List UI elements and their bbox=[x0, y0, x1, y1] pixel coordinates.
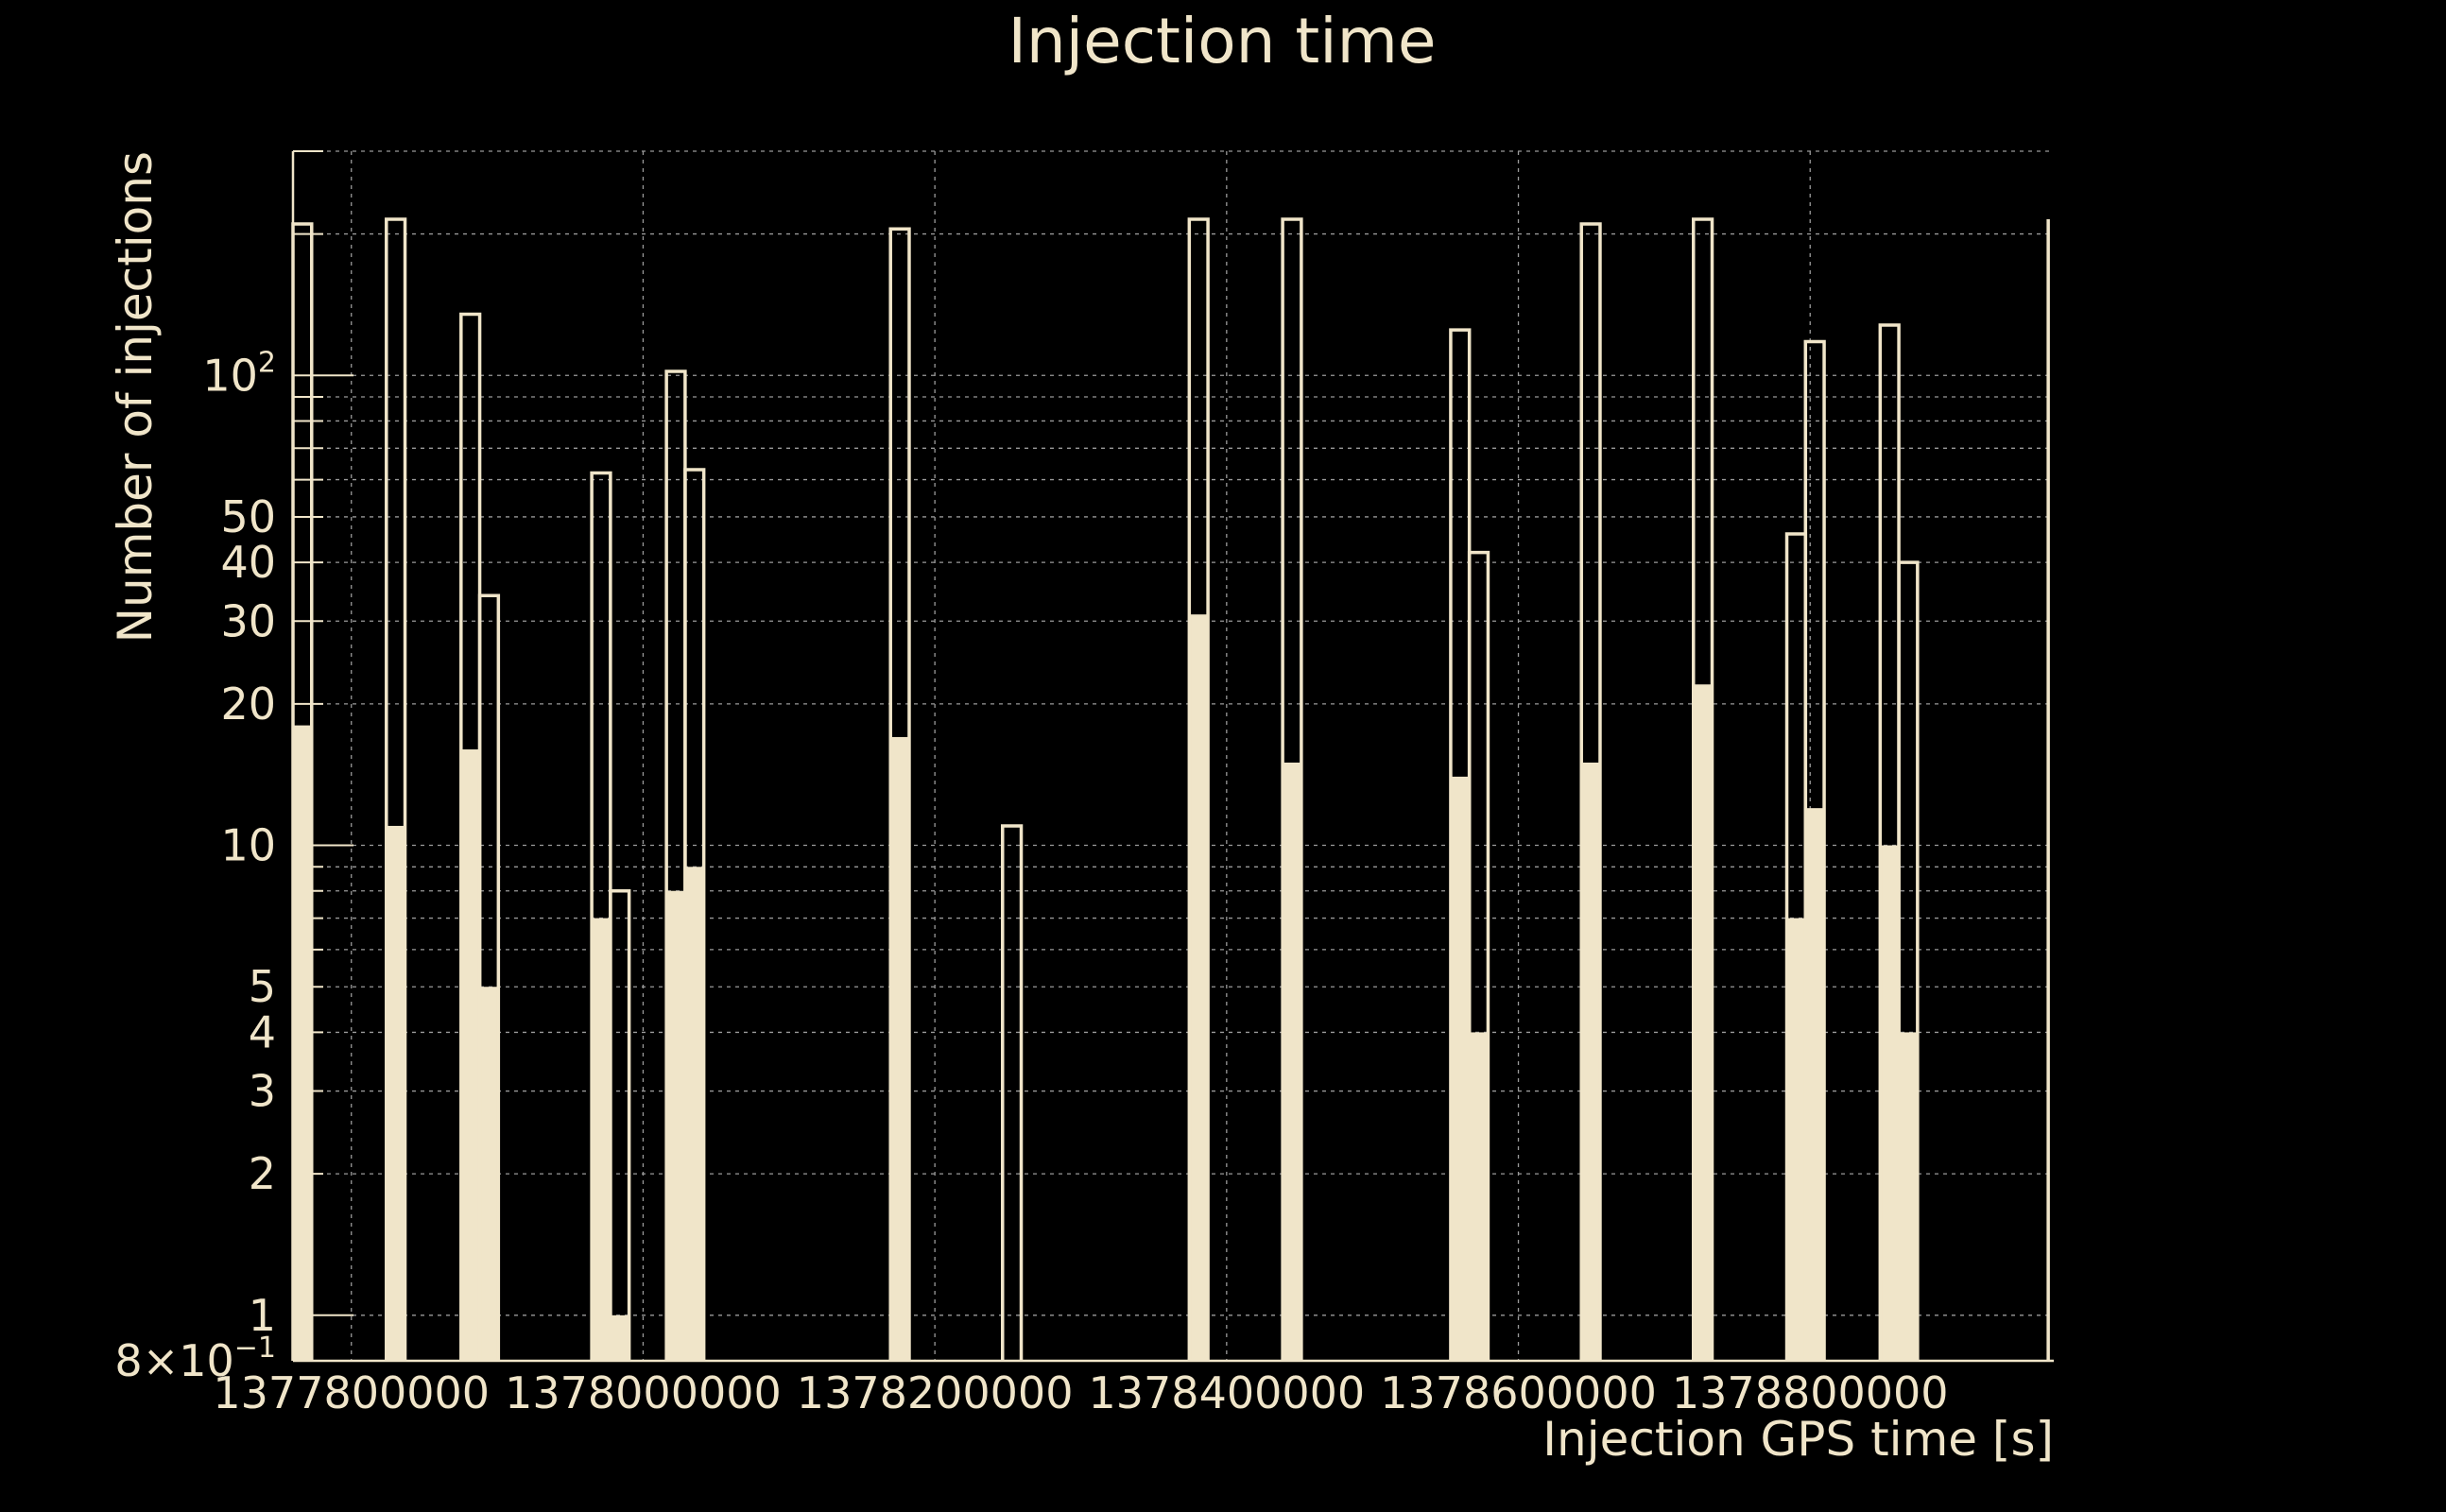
filled-bar bbox=[1805, 808, 1825, 1361]
filled-bar bbox=[293, 725, 312, 1361]
outline-bar bbox=[1187, 217, 1210, 1361]
outline-bar bbox=[385, 217, 407, 1361]
x-tick-label: 1378400000 bbox=[1089, 1367, 1366, 1418]
y-tick-label: 4 bbox=[249, 1006, 276, 1057]
filled-series bbox=[293, 614, 1918, 1361]
outline-bar bbox=[1001, 824, 1024, 1361]
filled-bar bbox=[1450, 776, 1470, 1361]
y-tick-label: 102 bbox=[202, 346, 276, 401]
filled-bar bbox=[1880, 845, 1900, 1361]
filled-bar bbox=[1469, 1032, 1489, 1361]
y-tick-label: 20 bbox=[220, 679, 276, 730]
y-tick-label: 2 bbox=[249, 1148, 276, 1199]
filled-bar bbox=[1189, 614, 1209, 1361]
outline-bar bbox=[1467, 550, 1490, 1361]
y-tick-label: 30 bbox=[220, 595, 276, 646]
y-tick-label: 50 bbox=[220, 491, 276, 542]
filled-bar bbox=[479, 987, 499, 1361]
outline-bar bbox=[1897, 560, 1920, 1361]
x-axis-label: Injection GPS time [s] bbox=[1542, 1412, 2054, 1467]
y-tick-label: 10 bbox=[220, 820, 276, 871]
outline-series bbox=[291, 217, 2050, 1361]
filled-bar bbox=[592, 918, 611, 1361]
y-tick-label: 3 bbox=[249, 1066, 276, 1117]
grid-lines bbox=[293, 150, 2054, 1361]
filled-bar bbox=[666, 890, 685, 1361]
filled-bar bbox=[1786, 918, 1806, 1361]
y-tick-label: 40 bbox=[220, 537, 276, 588]
x-tick-label: 1378600000 bbox=[1380, 1367, 1657, 1418]
filled-bar bbox=[1283, 762, 1301, 1361]
filled-bar bbox=[1899, 1032, 1918, 1361]
y-axis-label: Number of injections bbox=[108, 151, 163, 643]
outline-bar bbox=[1579, 222, 1602, 1361]
y-tick-label: 5 bbox=[249, 961, 276, 1012]
x-tick-label: 1377800000 bbox=[213, 1367, 490, 1418]
outline-bar bbox=[609, 888, 631, 1361]
axes bbox=[291, 150, 2054, 1363]
chart-title: Injection time bbox=[1008, 5, 1436, 77]
x-tick-label: 1378000000 bbox=[505, 1367, 782, 1418]
x-tick-label: 1378200000 bbox=[797, 1367, 1074, 1418]
x-tick-label: 1378800000 bbox=[1672, 1367, 1949, 1418]
y-tick-label: 1 bbox=[249, 1290, 276, 1341]
filled-bar bbox=[386, 825, 405, 1361]
outline-bar bbox=[888, 227, 911, 1361]
outline-bar bbox=[1281, 217, 1303, 1361]
filled-bar bbox=[610, 1314, 629, 1361]
filled-bar bbox=[1581, 762, 1600, 1361]
filled-bar bbox=[684, 867, 704, 1361]
y-tick-label: 8×10−1 bbox=[114, 1332, 276, 1386]
filled-bar bbox=[1693, 684, 1713, 1361]
outline-bar bbox=[1803, 339, 1826, 1361]
filled-bar bbox=[460, 749, 480, 1361]
filled-bar bbox=[890, 736, 909, 1361]
outline-bar bbox=[477, 593, 501, 1361]
x-tick-labels: 1377800000 1378000000 1378200000 1378400000… bbox=[213, 1367, 1948, 1418]
outline-bar bbox=[1692, 217, 1714, 1361]
outline-bar bbox=[683, 468, 706, 1361]
